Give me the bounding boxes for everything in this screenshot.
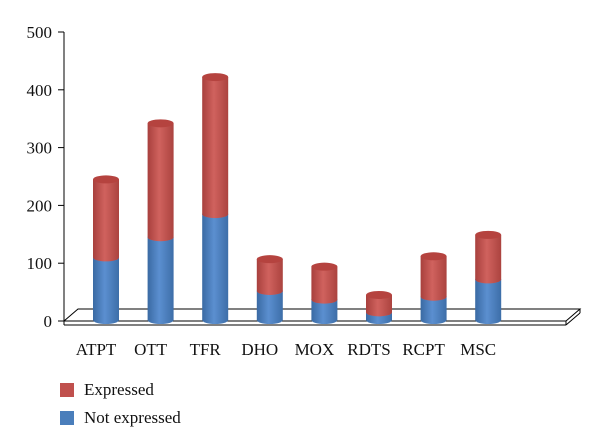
x-tick-label: RCPT xyxy=(402,340,445,359)
bar-msc xyxy=(475,230,502,324)
bar-segment-expressed xyxy=(256,259,283,295)
bar-rdts xyxy=(366,290,392,324)
bar-segment-not-expressed xyxy=(420,296,447,324)
x-tick-label: TFR xyxy=(190,340,222,359)
bar-cap-expressed xyxy=(420,252,447,261)
y-tick-label: 0 xyxy=(44,312,53,331)
bar-segment-expressed xyxy=(202,77,229,219)
bar-segment-expressed xyxy=(475,234,502,284)
bar-dho xyxy=(256,255,283,324)
bar-mox xyxy=(311,262,338,324)
bar-segment-expressed xyxy=(311,266,338,304)
bar-cap-expressed xyxy=(256,255,283,264)
y-tick-label: 200 xyxy=(27,196,53,215)
bar-cap-expressed xyxy=(202,73,229,82)
legend-item-not-expressed: Not expressed xyxy=(60,406,181,430)
bar-segment-not-expressed xyxy=(202,214,229,324)
bar-segment-expressed xyxy=(147,123,174,242)
legend-item-expressed: Expressed xyxy=(60,378,181,402)
legend-swatch-expressed xyxy=(60,383,74,397)
bar-ott xyxy=(147,119,174,324)
bar-segment-not-expressed xyxy=(475,279,502,324)
x-tick-label: OTT xyxy=(134,340,168,359)
y-tick-label: 100 xyxy=(27,254,53,273)
floor-side-edge xyxy=(565,312,581,326)
x-tick-label: DHO xyxy=(241,340,278,359)
bar-segment-not-expressed xyxy=(147,237,174,324)
legend-swatch-not-expressed xyxy=(60,411,74,425)
bar-segment-expressed xyxy=(93,179,120,262)
bar-cap-expressed xyxy=(93,175,119,184)
x-tick-label: MOX xyxy=(295,340,335,359)
bar-segment-not-expressed xyxy=(256,290,283,324)
x-tick-label: RDTS xyxy=(347,340,390,359)
bar-segment-not-expressed xyxy=(93,257,119,324)
x-tick-label: ATPT xyxy=(76,340,117,359)
bar-segment-expressed xyxy=(366,294,392,317)
bar-segment-not-expressed xyxy=(311,299,338,324)
bar-cap-expressed xyxy=(475,230,502,239)
legend-label-not-expressed: Not expressed xyxy=(84,408,181,427)
bar-cap-expressed xyxy=(311,262,338,271)
legend: Expressed Not expressed xyxy=(60,378,181,434)
bar-segment-expressed xyxy=(420,256,447,301)
bar-atpt xyxy=(93,175,120,324)
bar-tfr xyxy=(202,73,229,324)
x-tick-label: MSC xyxy=(460,340,496,359)
bar-rcpt xyxy=(420,252,447,324)
y-tick-label: 400 xyxy=(27,81,53,100)
y-tick-label: 500 xyxy=(27,23,53,42)
legend-label-expressed: Expressed xyxy=(84,380,154,399)
y-tick-label: 300 xyxy=(27,139,53,158)
bar-cap-expressed xyxy=(366,290,392,299)
stacked-bar-chart: 0 100 200 300 400 500 ATPT OTT TFR DHO MOX RDTS RCPT… xyxy=(27,23,582,359)
bar-cap-expressed xyxy=(147,119,174,128)
